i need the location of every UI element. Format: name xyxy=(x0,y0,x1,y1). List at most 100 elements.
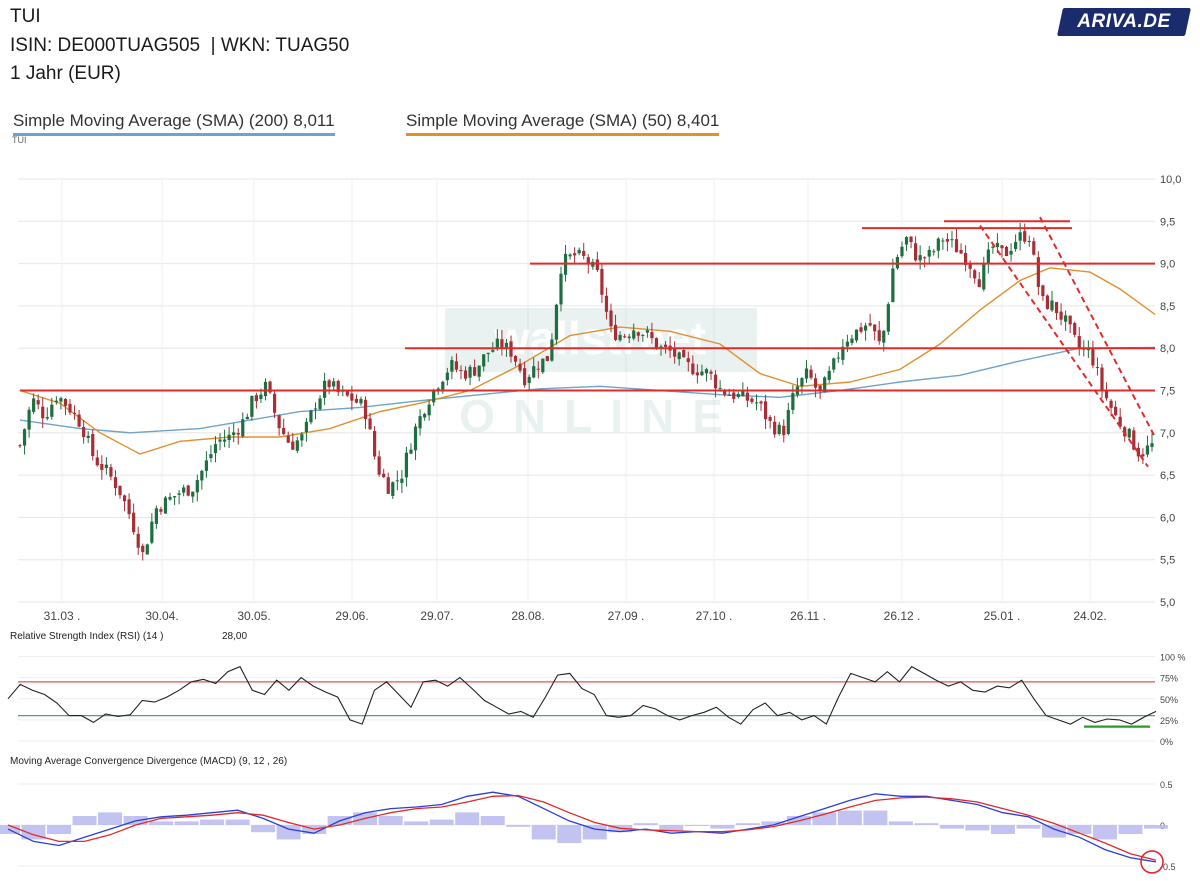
time-axis-tick: 29.07. xyxy=(420,609,453,623)
candle-body xyxy=(100,463,104,470)
macd-histogram-bar xyxy=(914,823,939,825)
macd-histogram-bar xyxy=(378,815,403,825)
candle-body xyxy=(254,395,259,402)
candle-body xyxy=(927,249,931,257)
candle-body xyxy=(454,361,459,370)
candle-body xyxy=(268,381,272,393)
candle-body xyxy=(282,427,286,435)
candle-body xyxy=(745,392,749,401)
candle-body xyxy=(363,399,368,420)
candle-body xyxy=(923,257,927,259)
series-label: TUI xyxy=(12,135,27,145)
candle-body xyxy=(427,404,431,416)
candle-body xyxy=(541,358,545,373)
candle-body xyxy=(500,339,504,349)
candle-body xyxy=(18,445,22,447)
candle-body xyxy=(491,349,495,352)
macd-histogram-bar xyxy=(710,825,735,829)
time-axis-tick: 30.05. xyxy=(237,609,270,623)
candle-body xyxy=(513,355,518,362)
time-axis-tick: 27.09 . xyxy=(608,609,645,623)
candle-body xyxy=(45,417,49,419)
candle-body xyxy=(550,339,554,361)
candle-body xyxy=(973,270,977,279)
price-axis-tick: 9,0 xyxy=(1160,259,1175,271)
candle-body xyxy=(659,346,663,348)
candle-body xyxy=(286,435,290,443)
candle-body xyxy=(1150,443,1154,447)
candle-body xyxy=(1004,246,1009,257)
instrument-ids: ISIN: DE000TUAG505 | WKN: TUAG50 xyxy=(10,35,350,56)
candle-body xyxy=(1054,301,1059,314)
candle-body xyxy=(118,485,122,496)
macd-histogram-bar xyxy=(1067,825,1092,835)
legend-sma50[interactable]: Simple Moving Average (SMA) (50) 8,401 xyxy=(406,111,720,136)
macd-histogram-bar xyxy=(480,815,505,825)
candle-body xyxy=(1050,300,1054,311)
candle-body xyxy=(604,295,609,312)
candle-body xyxy=(418,416,422,429)
candle-body xyxy=(968,262,972,269)
candle-body xyxy=(22,429,27,446)
candle-body xyxy=(836,357,840,359)
candle-body xyxy=(32,398,36,412)
macd-histogram-bar xyxy=(429,819,454,825)
rsi-axis-tick: 75% xyxy=(1160,674,1178,684)
candle-body xyxy=(654,338,659,349)
candle-body xyxy=(350,393,354,401)
candle-body xyxy=(1145,445,1150,455)
candle-body xyxy=(186,485,190,496)
macd-histogram-bar xyxy=(863,810,888,825)
candle-body xyxy=(523,368,527,386)
price-axis-tick: 6,0 xyxy=(1160,512,1175,524)
macd-histogram-bar xyxy=(98,812,123,825)
legend-sma200-swatch xyxy=(13,133,335,136)
candle-body xyxy=(663,344,668,347)
candle-body xyxy=(245,416,249,420)
candle-body xyxy=(482,354,486,367)
candle-body xyxy=(982,263,986,290)
candle-body xyxy=(904,237,909,245)
candle-body xyxy=(991,246,995,248)
candle-body xyxy=(163,497,168,514)
price-axis-tick: 10,0 xyxy=(1160,174,1181,186)
time-axis-tick: 24.02. xyxy=(1073,609,1106,623)
legend-sma50-label: Simple Moving Average (SMA) (50) 8,401 xyxy=(406,111,720,130)
candle-body xyxy=(1045,295,1050,310)
candle-body xyxy=(873,324,877,332)
candle-body xyxy=(854,329,859,341)
candle-body xyxy=(222,439,227,442)
macd-histogram-bar xyxy=(684,825,709,826)
candle-body xyxy=(868,323,872,326)
candle-body xyxy=(109,467,113,477)
candle-body xyxy=(450,360,454,372)
macd-axis-tick: -0.5 xyxy=(1160,862,1176,872)
candle-body xyxy=(218,439,222,442)
candle-body xyxy=(504,342,509,349)
legend-sma50-swatch xyxy=(406,133,720,136)
candle-body xyxy=(1104,391,1109,399)
candle-body xyxy=(259,394,263,400)
legend-sma200[interactable]: Simple Moving Average (SMA) (200) 8,011 xyxy=(13,111,335,136)
instrument-title: TUI xyxy=(10,6,41,27)
candle-body xyxy=(613,324,618,340)
trend-channel-line xyxy=(1039,216,1156,438)
candle-body xyxy=(359,399,363,404)
macd-histogram-bar xyxy=(276,825,301,840)
price-axis-tick: 9,5 xyxy=(1160,216,1175,228)
candle-body xyxy=(1118,416,1122,427)
candle-body xyxy=(700,371,704,376)
candle-body xyxy=(754,402,759,404)
candle-body xyxy=(41,406,45,419)
candle-body xyxy=(327,380,331,388)
candle-body xyxy=(595,259,599,270)
candle-body xyxy=(477,365,481,377)
candle-body xyxy=(191,491,195,497)
candle-body xyxy=(68,403,72,413)
time-axis-tick: 26.11 . xyxy=(790,609,826,623)
candle-body xyxy=(568,254,572,257)
macd-histogram-bar xyxy=(557,825,582,844)
time-axis-tick: 29.06. xyxy=(335,609,368,623)
